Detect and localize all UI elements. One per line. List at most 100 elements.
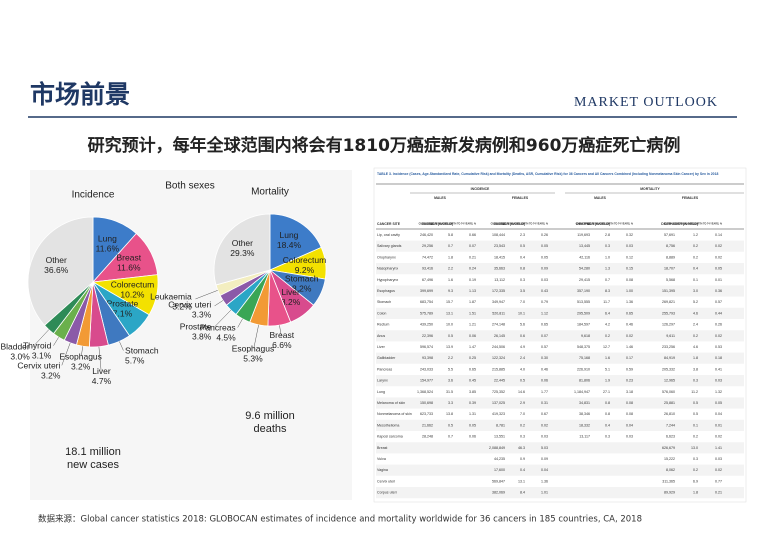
table-cell: 27.1 — [603, 390, 610, 394]
table-cell: 8,062 — [666, 468, 675, 472]
column-header: ASR (WORLD) — [430, 222, 453, 226]
table-cell: 4.9 — [520, 345, 525, 349]
headline: 研究预计，每年全球范围内将会有1810万癌症新发病例和960万癌症死亡病例 — [88, 135, 681, 156]
group-label: MORTALITY — [640, 187, 660, 191]
table-cell: 0.23 — [626, 379, 633, 383]
table-cell: 0.5 — [520, 379, 525, 383]
table-cell: 0.03 — [715, 379, 722, 383]
table-cell: 44,235 — [494, 457, 505, 461]
slice-value: 7.1% — [113, 309, 133, 319]
table-cell: 0.4 — [605, 423, 610, 427]
table-cell: 255,793 — [662, 311, 675, 315]
table-cell: 38,346 — [579, 412, 590, 416]
slice-value: 4.5% — [216, 332, 236, 342]
table-cell: 205,332 — [662, 367, 675, 371]
slice-value: 3.0% — [10, 351, 30, 361]
table-cell: 0.05 — [541, 255, 548, 259]
table-cell: 0.06 — [541, 379, 548, 383]
table-cell: 1.36 — [626, 300, 633, 304]
leader-line — [119, 341, 124, 351]
row-band — [376, 397, 744, 409]
table-cell: 3.6 — [448, 379, 453, 383]
table-cell: 0.04 — [541, 468, 548, 472]
table-cell: 0.03 — [541, 278, 548, 282]
table-cell: 0.09 — [541, 267, 548, 271]
table-cell: 0.05 — [469, 423, 476, 427]
table-cell: 626,679 — [662, 446, 675, 450]
table-cell: 0.21 — [469, 255, 476, 259]
table-cell: 0.5 — [693, 401, 698, 405]
table-cell: 13.1 — [446, 311, 453, 315]
slice-label: Cervix uteri — [17, 360, 60, 370]
table-cell: 0.21 — [715, 491, 722, 495]
table-cell: 0.2 — [693, 334, 698, 338]
table-cell: 0.39 — [469, 401, 476, 405]
table-cell: 0.01 — [715, 278, 722, 282]
table-cell: 0.8 — [605, 401, 610, 405]
table-cell: 0.02 — [715, 244, 722, 248]
table-cell: 0.17 — [626, 356, 633, 360]
source: 数据来源：Global cancer statistics 2018: GLOB… — [38, 514, 642, 525]
table-cell: 0.06 — [469, 435, 476, 439]
table-cell: 0.08 — [626, 401, 633, 405]
table-cell: 226,910 — [577, 367, 590, 371]
pie-slice — [269, 213, 322, 271]
column-header: CASES — [493, 222, 505, 226]
table-cell: 5.5 — [448, 367, 453, 371]
table-cell: 0.9 — [520, 457, 525, 461]
table-cell: 0.46 — [626, 323, 633, 327]
column-header: DEATHS — [576, 222, 590, 226]
table-cell: Stomach — [377, 300, 391, 304]
table-cell: 349,947 — [492, 300, 505, 304]
table-cell: 3.85 — [469, 390, 476, 394]
row-band — [376, 307, 744, 319]
table-cell: 29,415 — [579, 278, 590, 282]
panel-title: Both sexes — [165, 181, 214, 192]
table-cell: 172,335 — [492, 289, 505, 293]
table-cell: 18,332 — [579, 423, 590, 427]
table-cell: 0.7 — [605, 278, 610, 282]
table-cell: 1.47 — [469, 345, 476, 349]
table-cell: 11.2 — [691, 390, 698, 394]
row-band — [376, 285, 744, 297]
slice-label: Prostate — [107, 299, 139, 309]
leader-line — [53, 337, 59, 346]
slice-label: Lung — [98, 234, 117, 244]
table-cell: 2.3 — [520, 233, 525, 237]
table-cell: 0.05 — [715, 267, 722, 271]
table-cell: 0.26 — [541, 233, 548, 237]
table-cell: 0.4 — [520, 468, 525, 472]
table-cell: 13,551 — [494, 435, 505, 439]
slice-value: 4.7% — [92, 376, 112, 386]
table-cell: 0.59 — [626, 367, 633, 371]
slice-label: Breast — [117, 253, 142, 263]
slice-value: 18.4% — [277, 240, 302, 250]
table-cell: Mesothelioma — [377, 423, 399, 427]
table-cell: 0.5 — [520, 244, 525, 248]
table-cell: 14.6 — [518, 390, 525, 394]
table-cell: 0.67 — [541, 412, 548, 416]
table-cell: 2.4 — [693, 323, 698, 327]
slice-value: 5.7% — [125, 355, 145, 365]
slice-label: Liver — [281, 287, 300, 297]
pie-title: Mortality — [251, 187, 289, 198]
table-cell: 22,445 — [494, 379, 505, 383]
row-band — [376, 330, 744, 342]
table-cell: 269,821 — [662, 300, 675, 304]
table-cell: 28,248 — [422, 435, 433, 439]
table-cell: 13,112 — [494, 278, 505, 282]
table-cell: 1.00 — [626, 289, 633, 293]
table-cell: 0.65 — [541, 323, 548, 327]
table-cell: 2.4 — [520, 356, 525, 360]
table-cell: 0.4 — [693, 267, 698, 271]
table-cell: 22,396 — [422, 334, 433, 338]
table-cell: 1.46 — [626, 345, 633, 349]
table-cell: 215,885 — [492, 367, 505, 371]
table-cell: 0.4 — [520, 255, 525, 259]
table-cell: 2.2 — [448, 356, 453, 360]
section-title: 市场前景 — [30, 80, 130, 109]
leader-line — [98, 346, 102, 371]
column-header: CUMULATIVE RISK, AGES BIRTH TO 74 YEARS,… — [576, 223, 634, 226]
table-cell: 13,117 — [579, 435, 590, 439]
table-cell: Hypopharynx — [377, 278, 398, 282]
